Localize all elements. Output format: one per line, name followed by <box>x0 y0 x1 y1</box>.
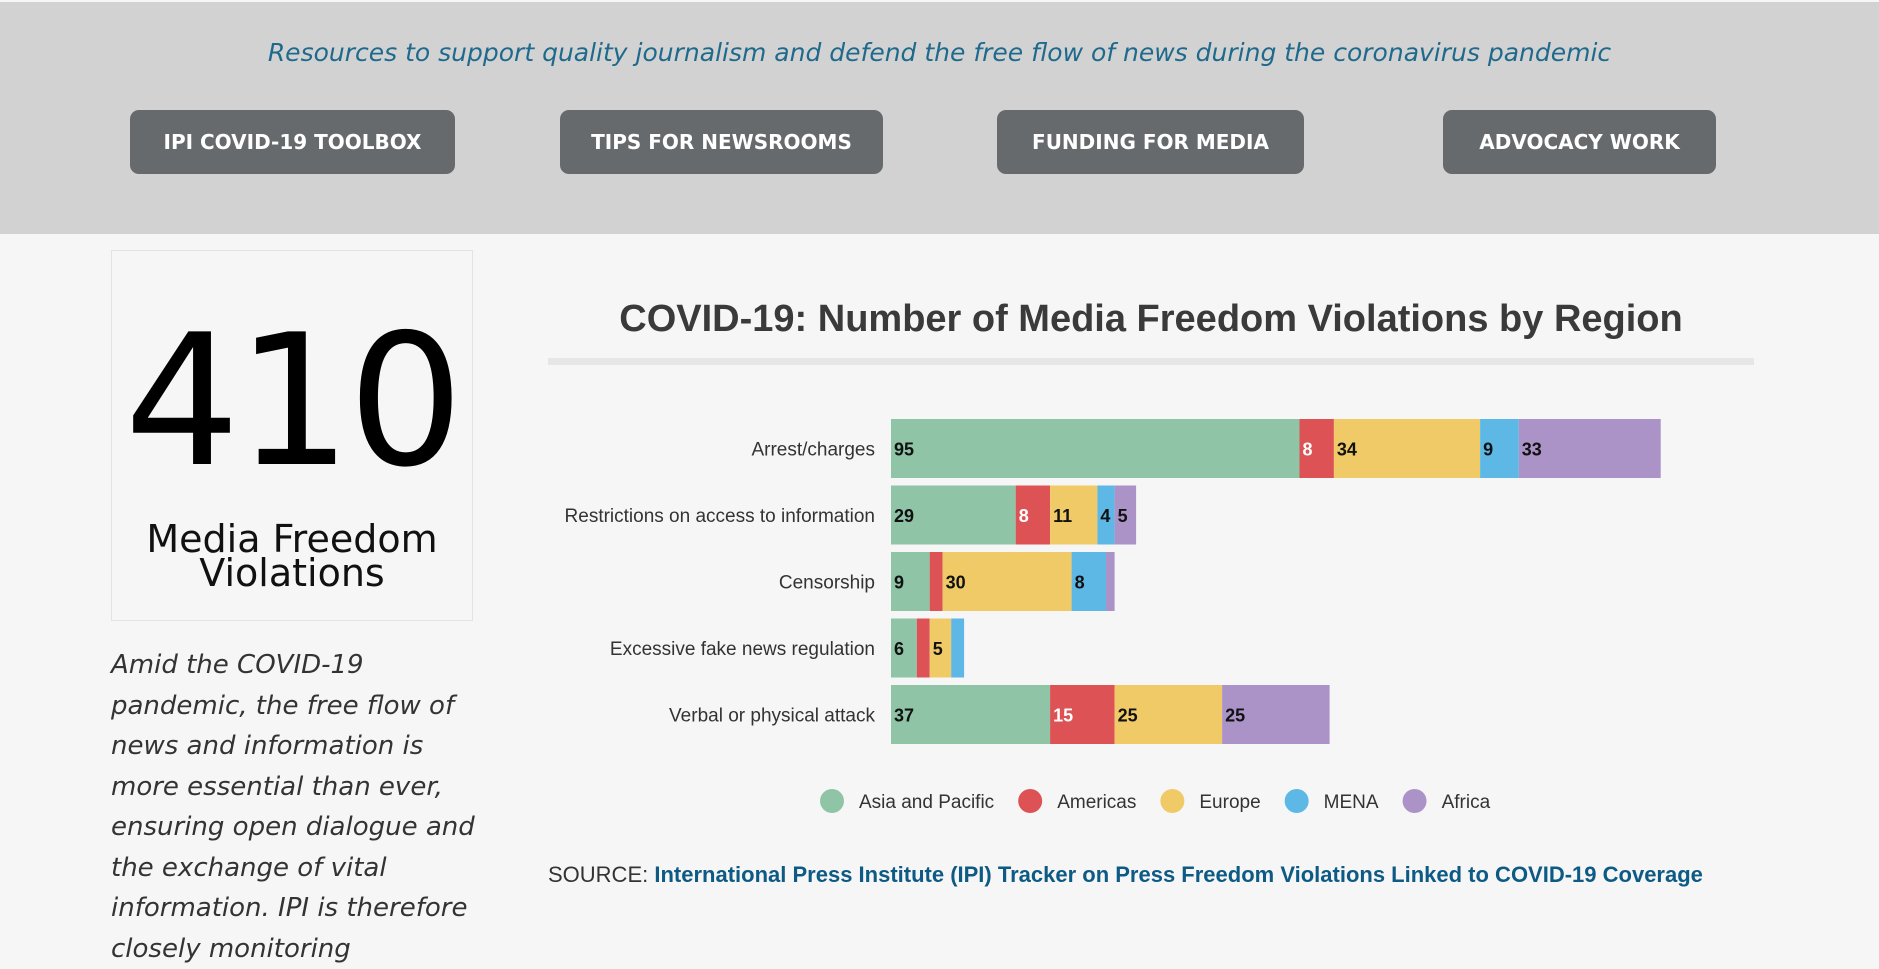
data-label-asia-and-pacific-excessive-fake-news-regulation: 6 <box>894 639 904 659</box>
category-label-censorship: Censorship <box>779 573 875 594</box>
bar-europe-censorship <box>942 552 1072 611</box>
bar-asia-and-pacific-verbal-or-physical-attack <box>891 685 1051 744</box>
category-label-arrest-charges: Arrest/charges <box>751 440 875 461</box>
data-label-asia-and-pacific-arrest-charges: 95 <box>894 440 914 460</box>
bar-mena-excessive-fake-news-regulation <box>951 618 965 678</box>
legend-label-africa[interactable]: Africa <box>1442 792 1491 813</box>
category-label-excessive-fake-news-regulation: Excessive fake news regulation <box>610 639 875 660</box>
bar-mena-restrictions-on-access-to-information <box>1097 485 1115 545</box>
bar-africa-verbal-or-physical-attack <box>1222 685 1330 744</box>
chart-title: COVID-19: Number of Media Freedom Violat… <box>619 298 1683 340</box>
banner-tagline: Resources to support quality journalism … <box>267 38 1612 67</box>
legend-swatch-mena <box>1284 789 1309 813</box>
bar-mena-censorship <box>1071 552 1106 611</box>
title-divider <box>548 358 1754 365</box>
source-link[interactable]: International Press Institute (IPI) Trac… <box>654 862 1703 887</box>
data-label-asia-and-pacific-verbal-or-physical-attack: 37 <box>894 706 914 726</box>
violations-label: Media Freedom Violations <box>111 517 473 595</box>
bar-africa-restrictions-on-access-to-information <box>1114 485 1137 545</box>
category-label-verbal-or-physical-attack: Verbal or physical attack <box>669 706 875 727</box>
funding-for-media-button[interactable]: FUNDING FOR MEDIA <box>997 110 1304 174</box>
data-label-africa-verbal-or-physical-attack: 25 <box>1225 706 1245 726</box>
data-label-europe-excessive-fake-news-regulation: 5 <box>933 639 943 659</box>
bar-americas-arrest-charges <box>1299 419 1334 478</box>
legend-swatch-europe <box>1160 789 1185 813</box>
bar-asia-and-pacific-excessive-fake-news-regulation <box>891 618 917 678</box>
data-label-americas-restrictions-on-access-to-information: 8 <box>1019 506 1029 526</box>
legend-swatch-americas <box>1018 789 1043 813</box>
category-label-restrictions-on-access-to-information: Restrictions on access to information <box>565 506 875 527</box>
data-label-africa-arrest-charges: 33 <box>1522 440 1542 460</box>
bar-mena-arrest-charges <box>1480 419 1519 478</box>
tips-for-newsrooms-button[interactable]: TIPS FOR NEWSROOMS <box>560 110 883 174</box>
bar-asia-and-pacific-restrictions-on-access-to-information <box>891 485 1016 545</box>
data-label-mena-restrictions-on-access-to-information: 4 <box>1100 506 1110 526</box>
data-label-americas-arrest-charges: 8 <box>1303 440 1313 460</box>
data-label-africa-restrictions-on-access-to-information: 5 <box>1118 506 1128 526</box>
legend-label-asia-and-pacific[interactable]: Asia and Pacific <box>859 792 994 813</box>
bar-africa-arrest-charges <box>1518 419 1661 478</box>
bar-americas-censorship <box>929 552 943 611</box>
bar-americas-excessive-fake-news-regulation <box>916 618 930 678</box>
advocacy-work-button[interactable]: ADVOCACY WORK <box>1443 110 1716 174</box>
legend-label-mena[interactable]: MENA <box>1324 792 1379 813</box>
violations-count: 410 <box>124 295 463 507</box>
bar-europe-arrest-charges <box>1333 419 1481 478</box>
stat-box <box>111 250 473 621</box>
ipi-covid-toolbox-button[interactable]: IPI COVID-19 TOOLBOX <box>130 110 455 174</box>
legend-label-americas[interactable]: Americas <box>1057 792 1136 813</box>
data-label-mena-censorship: 8 <box>1075 573 1085 593</box>
bar-africa-censorship <box>1106 552 1115 611</box>
bar-americas-restrictions-on-access-to-information <box>1015 485 1051 545</box>
bar-asia-and-pacific-censorship <box>891 552 930 611</box>
bar-asia-and-pacific-arrest-charges <box>891 419 1300 478</box>
source-line: SOURCE: International Press Institute (I… <box>548 862 1703 888</box>
data-label-asia-and-pacific-censorship: 9 <box>894 573 904 593</box>
data-label-europe-arrest-charges: 34 <box>1337 440 1357 460</box>
bar-americas-verbal-or-physical-attack <box>1050 685 1115 744</box>
legend-swatch-asia-and-pacific <box>820 789 844 813</box>
bar-europe-excessive-fake-news-regulation <box>929 618 952 678</box>
source-prefix: SOURCE: <box>548 862 655 887</box>
data-label-asia-and-pacific-restrictions-on-access-to-information: 29 <box>894 506 914 526</box>
violations-label-line1: Media Freedom <box>146 517 438 561</box>
legend-label-europe[interactable]: Europe <box>1199 792 1260 813</box>
legend-swatch-africa <box>1402 789 1427 813</box>
data-label-europe-censorship: 30 <box>946 573 966 593</box>
violations-label-line2: Violations <box>199 551 385 595</box>
bar-europe-restrictions-on-access-to-information <box>1050 485 1098 545</box>
data-label-europe-verbal-or-physical-attack: 25 <box>1118 706 1138 726</box>
bar-europe-verbal-or-physical-attack <box>1114 685 1223 744</box>
data-label-mena-arrest-charges: 9 <box>1483 440 1493 460</box>
data-label-americas-verbal-or-physical-attack: 15 <box>1053 706 1073 726</box>
data-label-europe-restrictions-on-access-to-information: 11 <box>1053 506 1072 526</box>
